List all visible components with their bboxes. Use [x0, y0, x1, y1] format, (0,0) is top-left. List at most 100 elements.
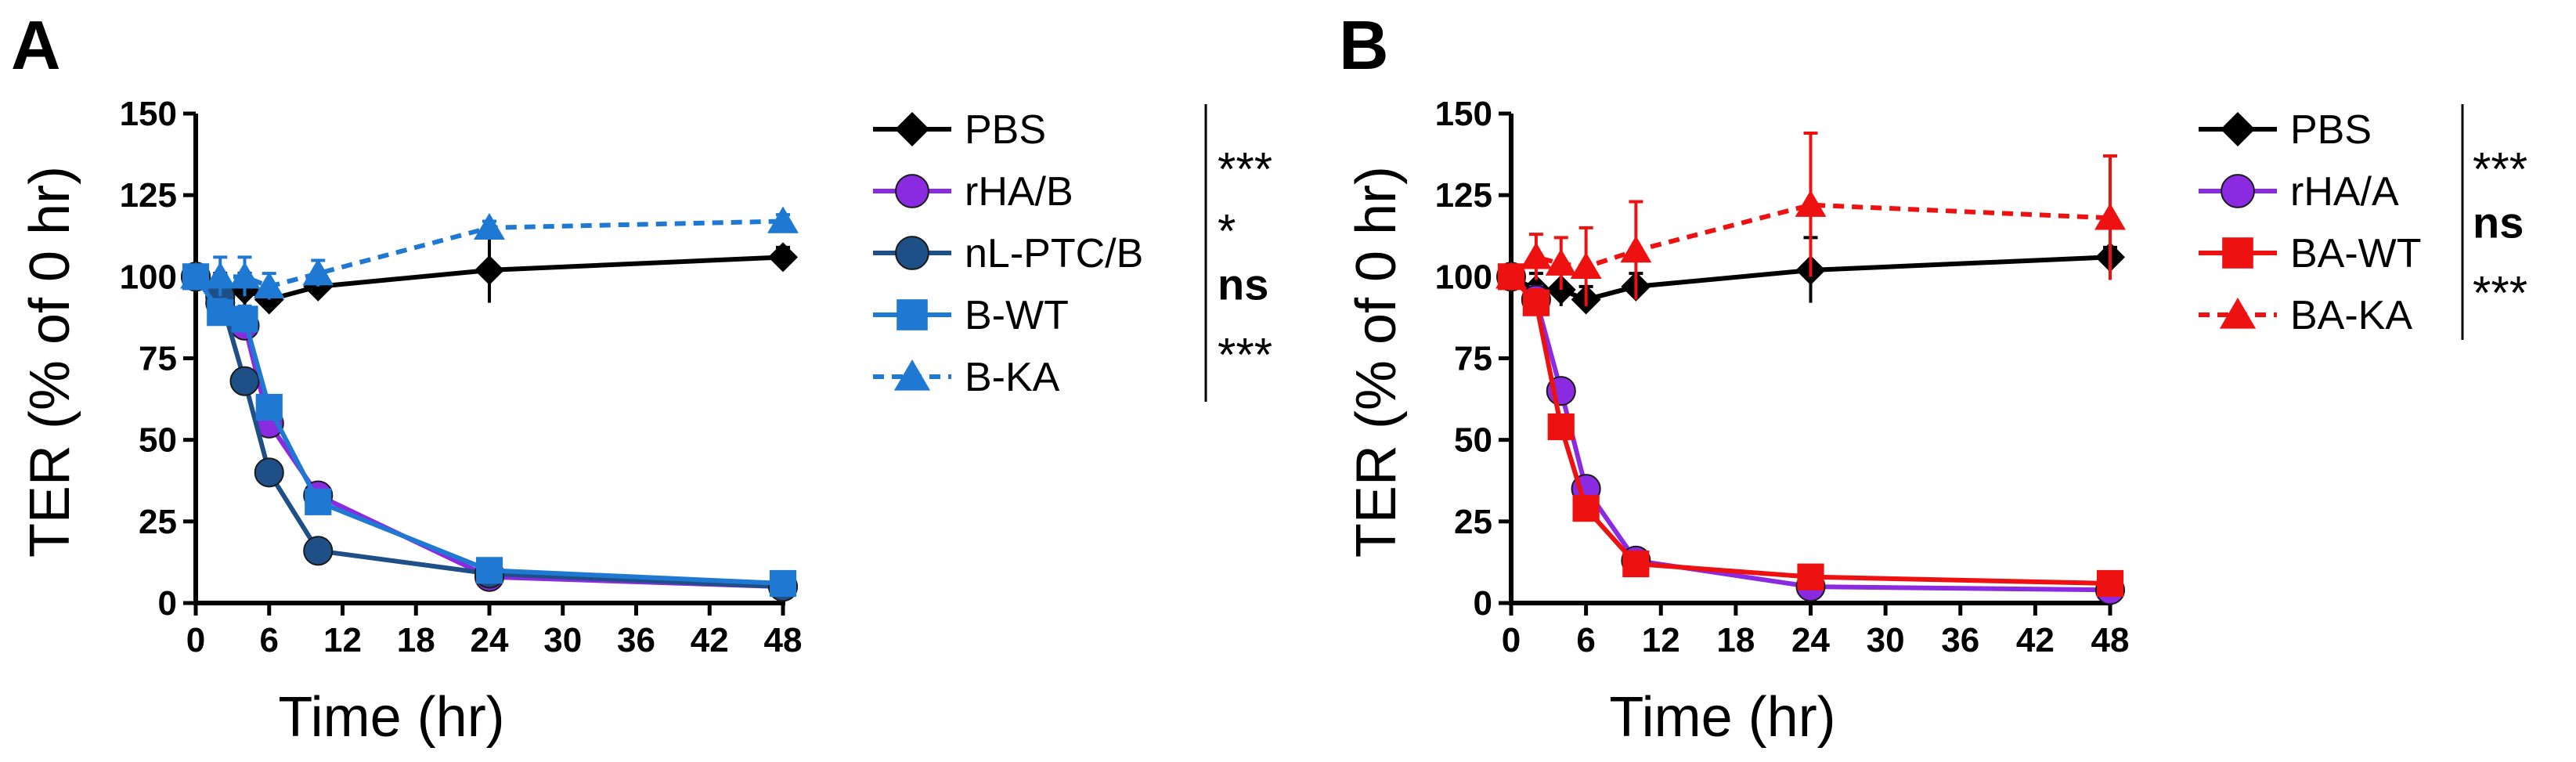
x-tick-label-a: 0 — [186, 621, 205, 659]
x-tick-label-a: 42 — [691, 621, 729, 659]
data-point-ba-wt — [2096, 569, 2124, 598]
x-tick-label-b: 30 — [1867, 621, 1905, 659]
data-point-nl-ptc-b — [254, 457, 284, 488]
y-axis-title-a: TER (% of 0 hr) — [19, 166, 81, 558]
data-point-b-wt — [305, 488, 332, 515]
legend-label-b-ka: B-KA — [965, 355, 1060, 400]
x-tick-label-b: 24 — [1791, 621, 1830, 659]
data-point-pbs — [768, 242, 798, 273]
significance-label: *** — [1218, 143, 1272, 196]
legend-marker-pbs — [895, 112, 929, 146]
data-point-b-ka — [180, 262, 211, 289]
data-point-ba-ka — [1520, 242, 1552, 269]
data-point-b-wt — [231, 305, 258, 333]
y-tick-label-b: 150 — [1435, 95, 1492, 133]
legend-label-ba-wt: BA-WT — [2290, 231, 2422, 276]
data-point-ba-ka — [1620, 236, 1652, 263]
data-point-ba-wt — [1572, 495, 1600, 522]
legend-label-nl-ptc-b: nL-PTC/B — [965, 231, 1143, 276]
data-point-b-ka — [229, 262, 261, 289]
legend-marker-rha-a — [2221, 174, 2255, 208]
y-tick-label-b: 100 — [1435, 258, 1492, 296]
data-point-b-ka — [253, 271, 285, 299]
data-point-b-wt — [207, 299, 234, 327]
data-point-ba-ka — [1495, 262, 1527, 289]
data-point-ba-ka — [2094, 203, 2126, 230]
data-point-b-wt — [475, 557, 503, 584]
y-tick-label-a: 75 — [139, 340, 177, 378]
data-point-ba-ka — [1570, 251, 1602, 280]
y-tick-label-a: 0 — [158, 584, 177, 623]
y-tick-label-a: 125 — [120, 176, 177, 215]
legend-label-pbs: PBS — [2290, 107, 2372, 153]
legend-marker-b-ka — [893, 359, 931, 391]
data-point-ba-wt — [1622, 550, 1650, 578]
panel-letter-a: A — [11, 6, 61, 84]
x-tick-label-b: 12 — [1642, 621, 1680, 659]
panel-letter-b: B — [1339, 6, 1389, 84]
legend-marker-nl-ptc-b — [895, 236, 929, 270]
y-tick-label-b: 125 — [1435, 176, 1492, 215]
legend-marker-b-wt — [897, 299, 928, 330]
x-tick-label-b: 18 — [1716, 621, 1755, 659]
x-tick-label-a: 36 — [617, 621, 655, 659]
legend-label-rha-b: rHA/B — [965, 169, 1073, 215]
panel-a-plot: 0 25 50 75 100 125 150 0 6 12 18 24 30 36 42 48 — [120, 95, 803, 659]
data-point-nl-ptc-b — [303, 536, 334, 566]
legend-marker-pbs — [2221, 112, 2255, 146]
y-tick-label-b: 25 — [1454, 503, 1492, 541]
data-point-b-wt — [769, 569, 797, 598]
x-tick-label-b: 42 — [2016, 621, 2055, 659]
legend-label-rha-a: rHA/A — [2290, 169, 2399, 215]
legend-label-ba-ka: BA-KA — [2290, 293, 2412, 338]
x-axis-title-b: Time (hr) — [1609, 686, 1835, 749]
data-point-b-ka — [474, 212, 505, 240]
significance-label: *** — [2473, 267, 2527, 320]
y-tick-label-a: 25 — [139, 503, 177, 541]
y-tick-label-b: 50 — [1454, 421, 1492, 460]
x-tick-label-a: 24 — [471, 621, 509, 659]
x-tick-label-a: 30 — [543, 621, 582, 659]
data-point-ba-ka — [1795, 190, 1827, 217]
series-line-b-wt — [193, 275, 784, 586]
y-tick-label-a: 150 — [120, 95, 177, 133]
y-tick-label-b: 75 — [1454, 340, 1492, 378]
legend-marker-ba-ka — [2219, 298, 2257, 329]
legend-marker-rha-b — [895, 174, 929, 208]
x-tick-label-b: 0 — [1502, 621, 1521, 659]
significance-label: *** — [2473, 143, 2527, 196]
x-tick-label-b: 48 — [2091, 621, 2130, 659]
panel-b-plot: 0 25 50 75 100 125 150 0 6 12 18 24 30 36 42 48 — [1435, 95, 2130, 659]
data-point-ba-wt — [1797, 563, 1824, 590]
x-tick-label-b: 36 — [1941, 621, 1979, 659]
data-point-ba-wt — [1522, 289, 1550, 316]
significance-label: ns — [1218, 260, 1268, 309]
data-point-b-ka — [204, 262, 236, 289]
y-axis-title-b: TER (% of 0 hr) — [1345, 166, 1408, 558]
significance-label: *** — [1218, 329, 1272, 381]
significance-label: * — [1218, 205, 1236, 258]
legend-label-pbs: PBS — [965, 107, 1046, 153]
legend-label-b-wt: B-WT — [965, 293, 1069, 338]
data-point-ba-wt — [1547, 413, 1575, 441]
y-tick-label-a: 50 — [139, 421, 177, 460]
data-point-pbs — [474, 255, 504, 285]
y-tick-label-b: 0 — [1474, 584, 1492, 623]
series-line-ba-wt — [1509, 275, 2111, 586]
x-tick-label-a: 12 — [323, 621, 362, 659]
significance-label: ns — [2473, 198, 2524, 247]
x-tick-label-b: 6 — [1576, 621, 1595, 659]
data-point-b-ka — [302, 258, 334, 286]
data-point-b-wt — [255, 393, 283, 421]
x-tick-label-a: 6 — [260, 621, 279, 659]
series-line-rha-a — [1509, 275, 2111, 593]
x-axis-title-a: Time (hr) — [278, 686, 504, 749]
legend-marker-ba-wt — [2222, 237, 2253, 269]
x-tick-label-a: 48 — [764, 621, 803, 659]
data-point-nl-ptc-b — [229, 366, 260, 396]
y-tick-label-a: 100 — [120, 258, 177, 296]
data-point-ba-ka — [1545, 248, 1577, 276]
